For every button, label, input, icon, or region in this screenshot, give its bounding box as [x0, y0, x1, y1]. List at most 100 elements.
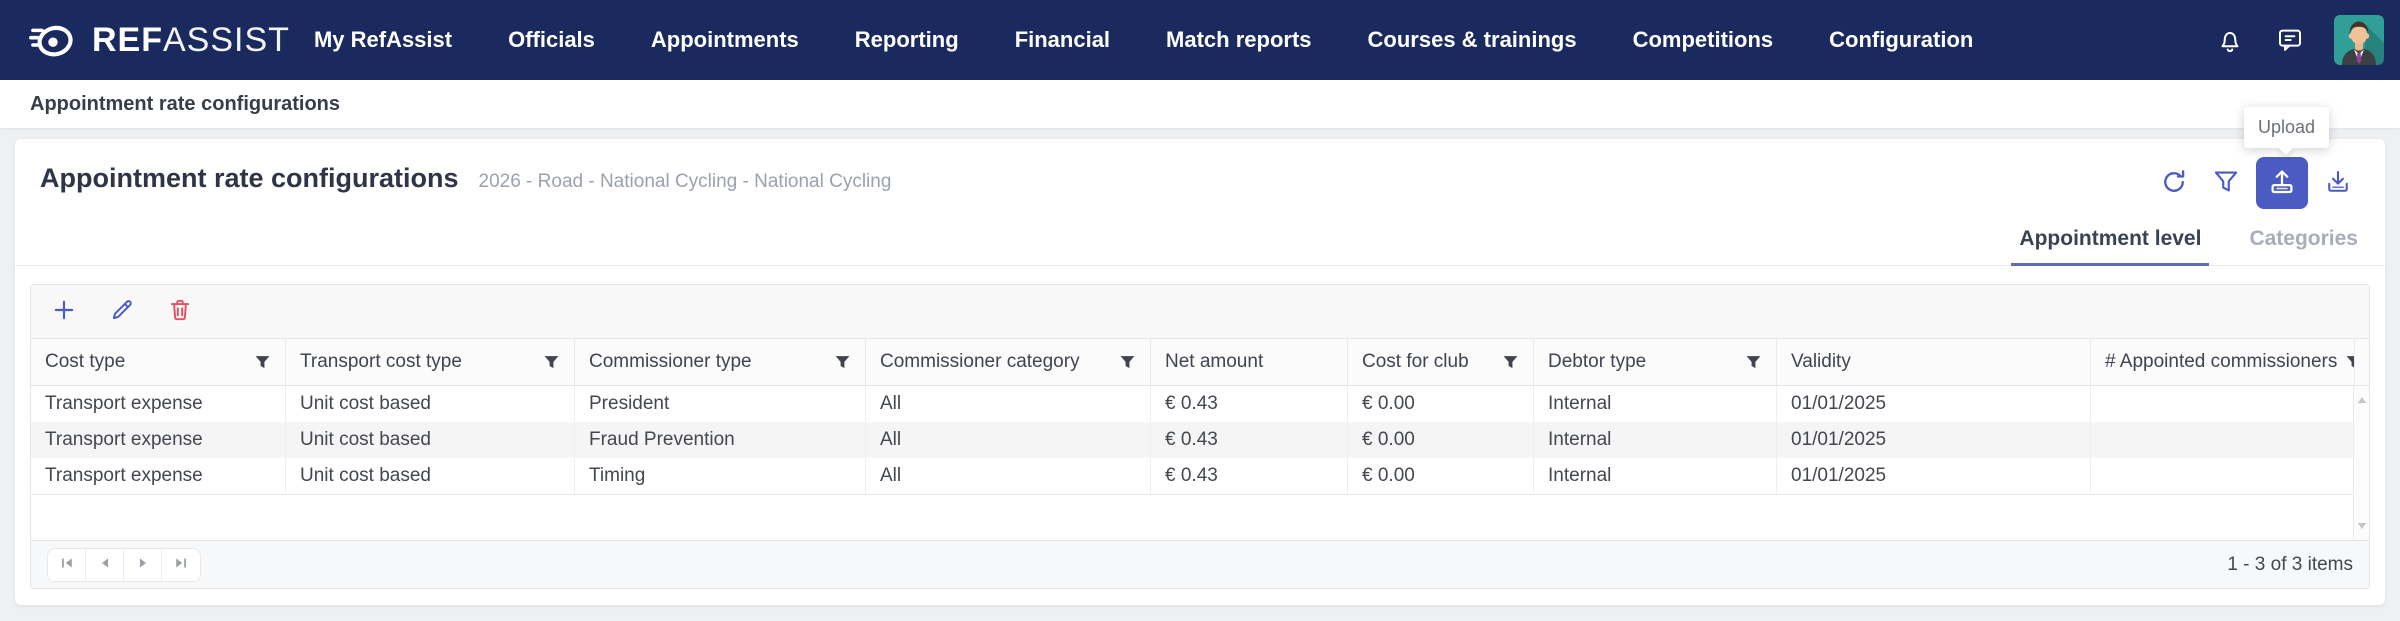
- upload-icon: [2267, 167, 2297, 200]
- scroll-up-icon[interactable]: [2357, 391, 2367, 409]
- breadcrumb-bar: Appointment rate configurations: [0, 80, 2400, 128]
- filter-funnel-icon: [2213, 169, 2239, 198]
- refresh-button[interactable]: [2152, 161, 2196, 205]
- cell-debtor-type[interactable]: Internal: [1534, 458, 1777, 494]
- cell-cost-type[interactable]: Transport expense: [31, 422, 286, 458]
- notifications-bell-icon[interactable]: [2214, 24, 2246, 56]
- cell-cost-for-club[interactable]: € 0.00: [1348, 386, 1534, 422]
- cell-debtor-type[interactable]: Internal: [1534, 386, 1777, 422]
- column-header-cost-type[interactable]: Cost type: [31, 339, 286, 385]
- cell-commissioner-type[interactable]: Fraud Prevention: [575, 422, 866, 458]
- cell-appointed-commissioners[interactable]: [2091, 386, 2355, 422]
- column-header-cost-for-club[interactable]: Cost for club: [1348, 339, 1534, 385]
- cell-validity[interactable]: 01/01/2025: [1777, 458, 2091, 494]
- nav-item-financial[interactable]: Financial: [1014, 27, 1111, 52]
- nav-item-officials[interactable]: Officials: [508, 27, 595, 52]
- cell-net-amount[interactable]: € 0.43: [1151, 386, 1348, 422]
- cell-cost-type[interactable]: Transport expense: [31, 386, 286, 422]
- upload-button[interactable]: [2256, 157, 2308, 209]
- column-header-net-amount[interactable]: Net amount: [1151, 339, 1348, 385]
- table-row[interactable]: Transport expense Unit cost based Timing…: [31, 458, 2369, 494]
- header-toolbar: [2152, 157, 2360, 209]
- pager-next-icon: [135, 555, 151, 574]
- column-header-label: Transport cost type: [300, 351, 462, 372]
- pager-first-button[interactable]: [48, 548, 86, 581]
- filter-button[interactable]: [2204, 161, 2248, 205]
- top-navigation: REFASSIST My RefAssist Officials Appoint…: [0, 0, 2400, 80]
- nav-item-match-reports[interactable]: Match reports: [1166, 27, 1312, 52]
- cell-net-amount[interactable]: € 0.43: [1151, 422, 1348, 458]
- table-row[interactable]: Transport expense Unit cost based Presid…: [31, 386, 2369, 422]
- cell-transport-cost-type[interactable]: Unit cost based: [286, 458, 575, 494]
- pager-last-button[interactable]: [162, 548, 200, 581]
- cell-validity[interactable]: 01/01/2025: [1777, 386, 2091, 422]
- tab-appointment-level[interactable]: Appointment level: [2011, 227, 2210, 266]
- download-button[interactable]: [2316, 161, 2360, 205]
- pager-first-icon: [59, 555, 75, 574]
- column-filter-icon[interactable]: [254, 354, 271, 371]
- column-filter-icon[interactable]: [1119, 354, 1136, 371]
- refresh-icon: [2160, 168, 2188, 199]
- edit-row-button[interactable]: [107, 297, 137, 327]
- column-filter-icon[interactable]: [834, 354, 851, 371]
- column-filter-icon[interactable]: [2345, 354, 2354, 371]
- column-header-label: Validity: [1791, 351, 1851, 372]
- nav-item-configuration[interactable]: Configuration: [1829, 27, 1974, 52]
- cell-commissioner-type[interactable]: Timing: [575, 458, 866, 494]
- content-card: Upload Appointment rate configurations 2…: [15, 107, 2385, 605]
- cell-commissioner-category[interactable]: All: [866, 386, 1151, 422]
- cell-cost-for-club[interactable]: € 0.00: [1348, 458, 1534, 494]
- cell-commissioner-category[interactable]: All: [866, 458, 1151, 494]
- column-header-appointed-commissioners[interactable]: # Appointed commissioners: [2091, 339, 2355, 385]
- column-header-validity[interactable]: Validity: [1777, 339, 2091, 385]
- pager-info: 1 - 3 of 3 items: [2227, 553, 2353, 575]
- cell-validity[interactable]: 01/01/2025: [1777, 422, 2091, 458]
- cell-appointed-commissioners[interactable]: [2091, 458, 2355, 494]
- scroll-down-icon[interactable]: [2357, 517, 2367, 535]
- upload-tooltip: Upload: [2243, 107, 2329, 148]
- column-filter-icon[interactable]: [543, 354, 560, 371]
- pager-next-button[interactable]: [124, 548, 162, 581]
- column-filter-icon[interactable]: [1745, 354, 1762, 371]
- grid-toolbar: [31, 285, 2369, 339]
- cell-cost-for-club[interactable]: € 0.00: [1348, 422, 1534, 458]
- grid-pager: 1 - 3 of 3 items: [31, 540, 2369, 588]
- nav-item-reporting[interactable]: Reporting: [854, 27, 959, 52]
- pager-last-icon: [173, 555, 189, 574]
- grid-body: Transport expense Unit cost based Presid…: [31, 386, 2369, 495]
- cell-cost-type[interactable]: Transport expense: [31, 458, 286, 494]
- vertical-scrollbar[interactable]: [2353, 387, 2369, 539]
- column-header-label: Net amount: [1165, 351, 1264, 372]
- pager-previous-button[interactable]: [86, 548, 124, 581]
- tab-strip: Appointment level Categories: [15, 221, 2385, 266]
- column-filter-icon[interactable]: [1502, 354, 1519, 371]
- delete-row-button[interactable]: [165, 297, 195, 327]
- add-row-button[interactable]: [49, 297, 79, 327]
- column-header-label: Cost type: [45, 351, 126, 372]
- cell-transport-cost-type[interactable]: Unit cost based: [286, 422, 575, 458]
- column-header-commissioner-category[interactable]: Commissioner category: [866, 339, 1151, 385]
- cell-commissioner-category[interactable]: All: [866, 422, 1151, 458]
- cell-appointed-commissioners[interactable]: [2091, 422, 2355, 458]
- cell-transport-cost-type[interactable]: Unit cost based: [286, 386, 575, 422]
- table-row[interactable]: Transport expense Unit cost based Fraud …: [31, 422, 2369, 458]
- brand-text-ref: REF: [92, 20, 163, 59]
- tab-categories[interactable]: Categories: [2249, 227, 2358, 250]
- whistle-icon: [28, 13, 78, 68]
- messages-chat-icon[interactable]: [2274, 24, 2306, 56]
- user-avatar[interactable]: [2334, 15, 2384, 65]
- nav-item-competitions[interactable]: Competitions: [1632, 27, 1774, 52]
- column-header-debtor-type[interactable]: Debtor type: [1534, 339, 1777, 385]
- column-header-commissioner-type[interactable]: Commissioner type: [575, 339, 866, 385]
- nav-menu: My RefAssist Officials Appointments Repo…: [314, 27, 1973, 53]
- nav-item-appointments[interactable]: Appointments: [650, 27, 799, 52]
- brand-logo[interactable]: REFASSIST: [28, 13, 290, 68]
- cell-commissioner-type[interactable]: President: [575, 386, 866, 422]
- cell-debtor-type[interactable]: Internal: [1534, 422, 1777, 458]
- column-header-transport-cost-type[interactable]: Transport cost type: [286, 339, 575, 385]
- grid-empty-area: [31, 495, 2369, 540]
- nav-item-courses-trainings[interactable]: Courses & trainings: [1367, 27, 1577, 52]
- card-header: Appointment rate configurations 2026 - R…: [15, 139, 2385, 203]
- cell-net-amount[interactable]: € 0.43: [1151, 458, 1348, 494]
- nav-item-my-refassist[interactable]: My RefAssist: [313, 27, 453, 52]
